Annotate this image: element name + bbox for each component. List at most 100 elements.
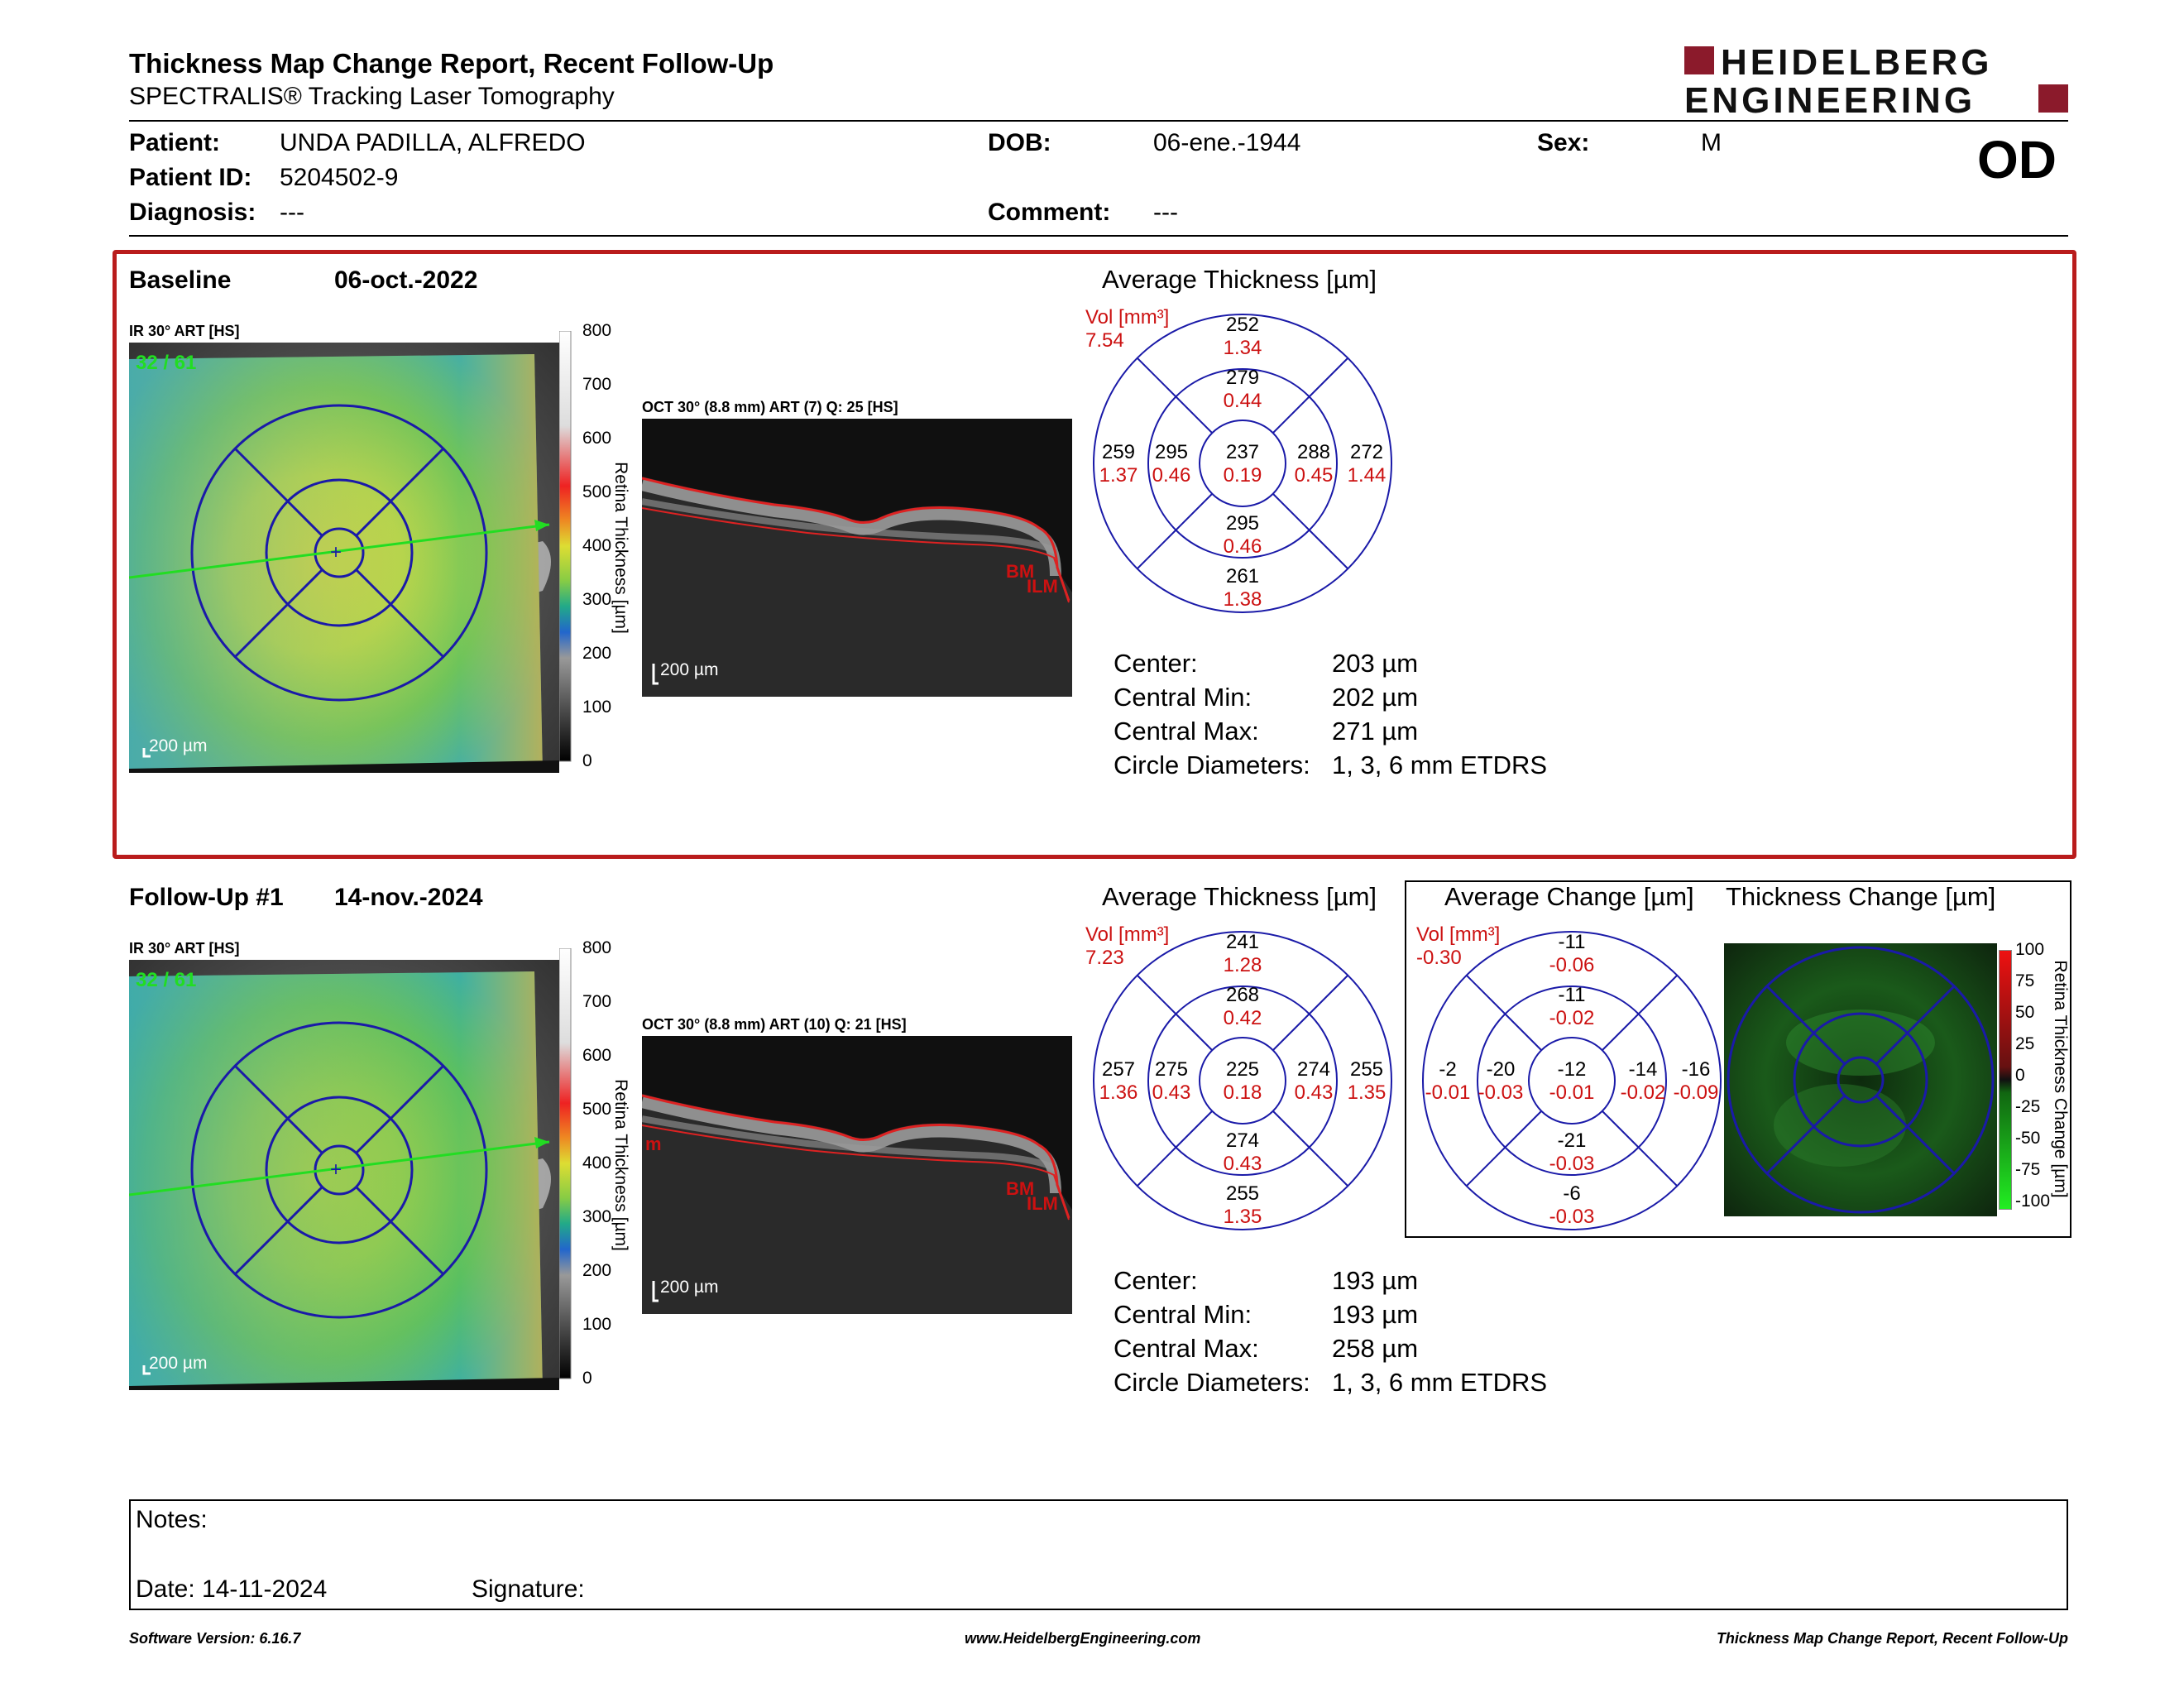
ch-outer-nas-v: -0.09 (1674, 1081, 1719, 1104)
baseline-label: Baseline (129, 266, 232, 294)
ch-inner-tem-v: -0.03 (1478, 1081, 1524, 1104)
fu-inner-inf-v: 0.43 (1224, 1153, 1262, 1175)
baseline-tick: 400 (582, 536, 612, 555)
report-subtitle: SPECTRALIS® Tracking Laser Tomography (129, 83, 615, 110)
followup-tick: 100 (582, 1315, 612, 1334)
baseline-stat-value: 203 µm (1332, 649, 1419, 678)
followup-oct-scale: 200 µm (660, 1278, 718, 1297)
fu-inner-tem-t: 275 (1155, 1058, 1188, 1081)
eye-label: OD (1977, 130, 2057, 189)
bl-outer-sup-v: 1.34 (1224, 337, 1262, 359)
bl-inner-nas-t: 288 (1297, 441, 1330, 463)
change-tick: -25 (2015, 1097, 2041, 1116)
fu-inner-nas-t: 274 (1297, 1058, 1330, 1081)
baseline-ir-scale: 200 µm (149, 736, 207, 755)
bl-outer-tem-v: 1.37 (1099, 464, 1138, 487)
ch-outer-inf-v: -0.03 (1549, 1206, 1595, 1228)
change-vol-label: Vol [mm³] (1416, 923, 1501, 946)
baseline-tick: 300 (582, 590, 612, 609)
followup-oct-caption: OCT 30° (8.8 mm) ART (10) Q: 21 [HS] (642, 1016, 907, 1033)
ch-inner-nas-v: -0.02 (1621, 1081, 1666, 1104)
sex-value: M (1701, 129, 1722, 156)
ch-inner-inf-v: -0.03 (1549, 1153, 1595, 1175)
followup-stat-value: 193 µm (1332, 1300, 1419, 1329)
ch-outer-tem-v: -0.01 (1425, 1081, 1471, 1104)
notes-label: Notes: (136, 1506, 208, 1533)
ch-inner-sup-v: -0.02 (1549, 1007, 1595, 1029)
followup-chart-title: Average Thickness [µm] (1102, 882, 1377, 911)
footer-version: Software Version: 6.16.7 (129, 1630, 301, 1647)
followup-oct-m: m (645, 1134, 662, 1154)
baseline-fundus-map: + 32 / 61 200 µm (128, 343, 559, 773)
bl-outer-tem-t: 259 (1102, 441, 1135, 463)
patient-label: Patient: (129, 129, 221, 156)
comment-value: --- (1153, 199, 1178, 226)
change-tick: -75 (2015, 1160, 2041, 1179)
followup-tick: 200 (582, 1261, 612, 1280)
fu-outer-nas-v: 1.35 (1348, 1081, 1387, 1104)
ch-inner-sup-t: -11 (1559, 984, 1586, 1006)
change-map-title: Thickness Change [µm] (1726, 882, 1996, 911)
change-title: Average Change [µm] (1444, 882, 1694, 911)
baseline-colorbar-ticks: 800 700 600 500 400 300 200 100 0 (571, 321, 620, 778)
baseline-chart-title: Average Thickness [µm] (1102, 265, 1377, 294)
bl-inner-sup-v: 0.44 (1224, 390, 1262, 412)
baseline-vol-value: 7.54 (1085, 329, 1124, 352)
followup-oct-bm: BM (1006, 1178, 1034, 1199)
followup-tick: 400 (582, 1153, 612, 1172)
bl-inner-sup-t: 279 (1226, 367, 1259, 389)
followup-vol-value: 7.23 (1085, 947, 1124, 969)
fu-inner-sup-t: 268 (1226, 984, 1259, 1006)
followup-stat-label: Circle Diameters: (1114, 1368, 1310, 1397)
baseline-vol-label: Vol [mm³] (1085, 306, 1170, 328)
baseline-oct-scan: BM ILM 200 µm (640, 419, 1072, 697)
fu-outer-tem-v: 1.36 (1099, 1081, 1138, 1104)
baseline-oct-ilm: ILM (1027, 576, 1058, 597)
bl-center-t: 237 (1226, 441, 1259, 463)
thickness-change-map (1724, 943, 1997, 1216)
change-panel (1405, 880, 2071, 1238)
followup-stat-value: 1, 3, 6 mm ETDRS (1332, 1368, 1548, 1397)
baseline-ir-counter: 32 / 61 (136, 352, 196, 374)
ch-center-t: -12 (1558, 1058, 1587, 1081)
fu-inner-inf-t: 274 (1226, 1129, 1259, 1152)
baseline-date: 06-oct.-2022 (334, 266, 478, 294)
fu-center-v: 0.18 (1224, 1081, 1262, 1104)
footer-website[interactable]: www.HeidelbergEngineering.com (965, 1630, 1201, 1647)
change-tick: 50 (2015, 1003, 2035, 1022)
heidelberg-logo: HEIDELBERG ENGINEERING (1684, 42, 2070, 121)
fu-inner-sup-v: 0.42 (1224, 1007, 1262, 1029)
ch-outer-tem-t: -2 (1439, 1058, 1456, 1081)
notes-box (129, 1499, 2068, 1610)
diagnosis-value: --- (280, 199, 304, 226)
followup-colorbar-ticks: 800 700 600 500 400 300 200 100 0 (571, 938, 620, 1395)
followup-ir-counter: 32 / 61 (136, 969, 196, 991)
bl-inner-inf-v: 0.46 (1224, 535, 1262, 558)
bl-inner-inf-t: 295 (1226, 512, 1259, 535)
followup-stat-label: Central Max: (1114, 1334, 1259, 1363)
svg-text:+: + (330, 1158, 342, 1181)
followup-tick: 0 (582, 1369, 592, 1388)
bl-outer-sup-t: 252 (1226, 314, 1259, 336)
followup-tick: 800 (582, 938, 612, 957)
dob-label: DOB: (988, 129, 1051, 156)
footer-report-name: Thickness Map Change Report, Recent Foll… (1716, 1630, 2068, 1647)
baseline-tick: 600 (582, 429, 612, 448)
change-tick: 75 (2015, 971, 2035, 990)
report-title: Thickness Map Change Report, Recent Foll… (129, 48, 774, 79)
change-vol-value: -0.30 (1416, 947, 1462, 969)
followup-ir-scale: 200 µm (149, 1354, 207, 1373)
followup-date: 14-nov.-2024 (334, 884, 483, 911)
bl-center-v: 0.19 (1224, 464, 1262, 487)
bl-outer-nas-t: 272 (1350, 441, 1383, 463)
baseline-oct-scale: 200 µm (660, 660, 718, 679)
change-tick: -50 (2015, 1129, 2041, 1148)
comment-label: Comment: (988, 199, 1111, 226)
patient-divider (129, 235, 2068, 237)
baseline-oct-caption: OCT 30° (8.8 mm) ART (7) Q: 25 [HS] (642, 399, 898, 415)
bl-inner-nas-v: 0.45 (1295, 464, 1334, 487)
patient-name: UNDA PADILLA, ALFREDO (280, 129, 586, 156)
baseline-tick: 800 (582, 321, 612, 340)
logo-line1: HEIDELBERG (1721, 45, 1992, 83)
fu-outer-inf-v: 1.35 (1224, 1206, 1262, 1228)
